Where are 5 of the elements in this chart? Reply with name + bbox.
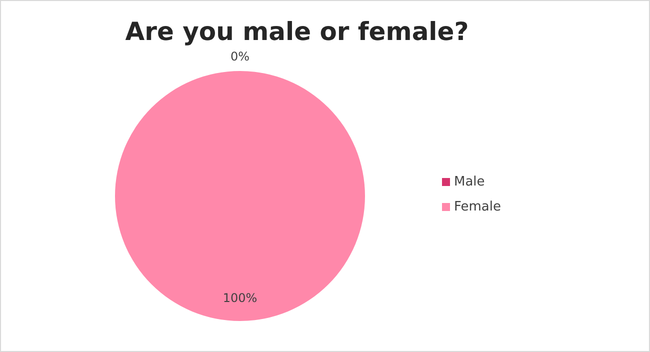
legend-label: Male bbox=[454, 174, 485, 190]
legend-label: Female bbox=[454, 200, 502, 215]
data-label: 100% bbox=[222, 290, 258, 305]
chart-title: Are you male or female? bbox=[125, 17, 469, 46]
text: 0% bbox=[230, 49, 250, 64]
